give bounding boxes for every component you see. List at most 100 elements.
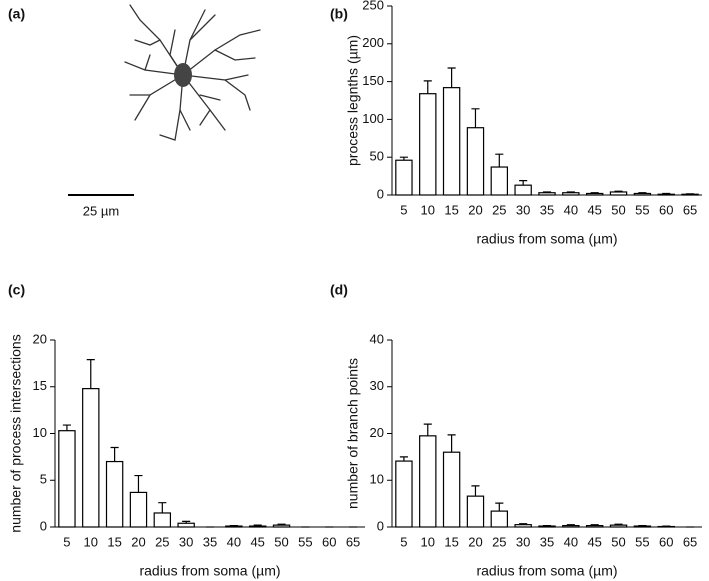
error-bar	[182, 520, 191, 524]
error-bar	[638, 192, 647, 194]
error-bar	[253, 524, 262, 527]
y-axis-title: process legnths (µm)	[345, 35, 361, 166]
error-bar	[62, 424, 71, 431]
x-tick-label: 20	[468, 202, 482, 217]
y-axis-title: number of branch points	[345, 358, 361, 509]
bar	[395, 159, 413, 196]
x-tick-label: 15	[444, 534, 458, 549]
x-tick-label: 5	[400, 202, 407, 217]
y-tick-label: 0	[40, 518, 47, 533]
error-bar	[614, 190, 623, 192]
y-tick-label: 5	[40, 472, 47, 487]
y-tick-label: 10	[33, 425, 47, 440]
bar	[657, 193, 675, 196]
x-tick-label: 25	[492, 202, 506, 217]
error-bar	[423, 80, 432, 94]
x-tick-label: 35	[203, 534, 217, 549]
bar	[442, 87, 461, 196]
bar	[248, 525, 267, 528]
bar	[466, 127, 485, 196]
bar	[395, 460, 413, 528]
x-tick-label: 50	[274, 534, 288, 549]
error-bar	[495, 153, 504, 168]
bar	[419, 93, 437, 196]
bar	[514, 184, 532, 196]
bar	[609, 524, 628, 528]
bar	[538, 192, 556, 196]
x-axis-title: radius from soma (µm)	[476, 231, 617, 247]
y-tick-label: 50	[370, 149, 384, 164]
x-tick-label: 55	[635, 202, 649, 217]
y-tick-label: 30	[370, 378, 384, 393]
y-tick-label: 0	[377, 186, 384, 201]
x-tick-label: 65	[683, 202, 697, 217]
y-tick-label: 15	[33, 378, 47, 393]
x-tick-label: 45	[587, 534, 601, 549]
error-bar	[542, 191, 552, 193]
error-bar	[134, 474, 143, 493]
neuron-drawing	[124, 4, 261, 141]
y-tick-label: 10	[370, 472, 384, 487]
y-tick-label: 200	[362, 35, 384, 50]
x-axis-title: radius from soma (µm)	[476, 563, 617, 579]
x-tick-label: 30	[179, 534, 193, 549]
x-tick-label: 65	[346, 534, 360, 549]
bar	[153, 512, 172, 528]
error-bar	[662, 192, 671, 195]
x-tick-label: 5	[400, 534, 407, 549]
x-tick-label: 55	[635, 534, 649, 549]
error-bar	[86, 359, 95, 389]
bar	[633, 192, 652, 196]
x-tick-label: 35	[540, 534, 554, 549]
x-tick-label: 60	[659, 534, 673, 549]
error-bar	[519, 180, 528, 186]
bar	[129, 491, 148, 528]
x-tick-label: 50	[611, 534, 625, 549]
y-tick-label: 20	[370, 425, 384, 440]
x-tick-label: 15	[444, 202, 458, 217]
bar	[442, 451, 461, 528]
bar	[490, 510, 509, 528]
panel-label: (b)	[330, 6, 348, 22]
x-tick-label: 40	[564, 534, 578, 549]
bar	[225, 525, 243, 528]
bar	[585, 192, 604, 196]
x-tick-label: 20	[468, 534, 482, 549]
bar	[633, 525, 652, 528]
x-tick-label: 50	[611, 202, 625, 217]
y-tick-label: 150	[362, 73, 384, 88]
error-bar	[566, 191, 575, 193]
x-tick-label: 25	[155, 534, 169, 549]
y-tick-label: 20	[33, 331, 47, 346]
x-tick-label: 20	[131, 534, 145, 549]
x-tick-label: 10	[421, 202, 435, 217]
bar	[466, 495, 485, 528]
panel-label: (d)	[330, 282, 348, 298]
x-tick-label: 60	[322, 534, 336, 549]
error-bar	[471, 108, 480, 128]
x-tick-label: 15	[107, 534, 121, 549]
error-bar	[447, 434, 456, 453]
error-bar	[277, 523, 286, 526]
error-bar	[399, 156, 408, 161]
error-bar	[423, 423, 432, 436]
bar	[105, 460, 124, 528]
bar	[585, 524, 604, 528]
x-tick-label: 55	[298, 534, 312, 549]
panel-label: (c)	[8, 282, 25, 298]
x-tick-label: 60	[659, 202, 673, 217]
bar	[490, 166, 509, 196]
y-tick-label: 250	[362, 0, 384, 12]
bar	[609, 191, 628, 196]
bar	[538, 525, 556, 528]
x-tick-label: 10	[421, 534, 435, 549]
error-bar	[566, 524, 575, 526]
error-bar	[590, 192, 599, 194]
x-tick-label: 45	[250, 534, 264, 549]
error-bar	[590, 524, 599, 526]
x-tick-label: 25	[492, 534, 506, 549]
bar	[562, 524, 580, 528]
x-tick-label: 40	[227, 534, 241, 549]
y-tick-label: 0	[377, 518, 384, 533]
